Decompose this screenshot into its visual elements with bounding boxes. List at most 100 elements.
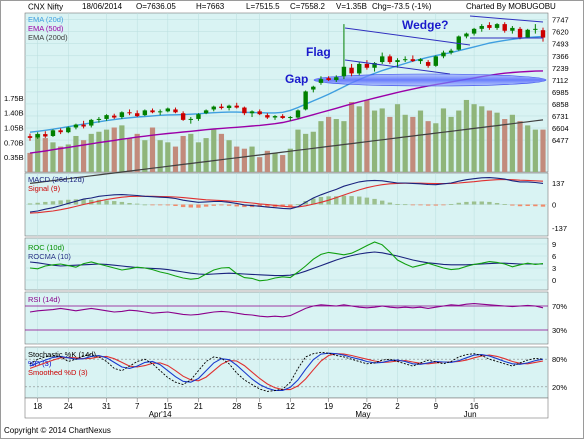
candle-body	[265, 115, 270, 118]
candle-body	[334, 77, 339, 81]
price-y-tick-label: 6731	[552, 112, 569, 121]
volume-bar	[402, 114, 408, 172]
volume-bars	[27, 99, 546, 172]
macd-histogram-bar	[27, 203, 33, 205]
volume-bar	[502, 119, 508, 172]
candle-body	[402, 59, 408, 61]
macd-histogram-bar	[196, 204, 201, 208]
rsi-y-tick-label: 70%	[552, 302, 567, 311]
volume-bar	[126, 138, 133, 172]
price-y-tick-label: 6858	[552, 100, 569, 109]
volume-bar	[149, 127, 156, 172]
roc-y-tick-label: 3	[552, 264, 556, 273]
volume-y-tick-label: 1.75B	[4, 94, 24, 103]
volume-bar	[348, 102, 355, 172]
price-y-tick-label: 7239	[552, 64, 569, 73]
macd-indicator	[25, 177, 548, 214]
macd-histogram-bar	[433, 204, 439, 206]
price-legend: EMA (20d) EMA (50d) EMA (200d)	[28, 15, 68, 42]
volume-bar	[295, 129, 301, 172]
candle-body	[418, 59, 423, 62]
roc-legend: ROC (10d) ROCMA (10)	[28, 243, 71, 261]
volume-bar	[42, 138, 48, 172]
macd-histogram-bar	[119, 201, 125, 205]
candle-body	[50, 130, 56, 136]
macd-histogram-bar	[402, 204, 408, 206]
volume-bar	[96, 131, 102, 172]
macd-histogram-bar	[372, 198, 377, 205]
volume-bar	[326, 116, 332, 172]
rsi-y-tick-label: 30%	[552, 326, 567, 335]
macd-histogram-bar	[58, 200, 63, 205]
candle-body	[357, 63, 362, 74]
legend-signal: Signal (9)	[28, 184, 61, 193]
volume-bar	[486, 110, 493, 172]
volume-bar	[88, 133, 94, 172]
macd-histogram-bar	[234, 204, 239, 207]
volume-bar	[509, 114, 515, 172]
candle-body	[66, 127, 71, 133]
x-tick-label: 26	[362, 402, 371, 411]
price-y-tick-label: 7366	[552, 52, 569, 61]
rsi-legend: RSI (14d)	[28, 295, 61, 304]
price-y-tick-label: 7112	[552, 76, 568, 85]
candle-body	[226, 105, 232, 109]
macd-y-tick-label: 137	[552, 179, 565, 188]
volume-bar	[264, 150, 270, 172]
x-tick-label: 16	[470, 402, 479, 411]
macd-histogram-bar	[380, 200, 385, 205]
x-month-label: Apr'14	[149, 410, 172, 419]
volume-bar	[203, 138, 209, 172]
x-tick-label: 28	[232, 402, 241, 411]
volume-bar	[310, 131, 316, 172]
volume-bar	[463, 99, 470, 172]
candle-body	[326, 78, 331, 81]
volume-bar	[540, 129, 546, 172]
legend-ema20: EMA (20d)	[28, 15, 64, 24]
candle-body	[112, 115, 117, 118]
candle-body	[43, 134, 48, 137]
macd-histogram-bar	[226, 204, 232, 206]
macd-histogram-bar	[211, 204, 216, 206]
macd-histogram-bar	[410, 204, 416, 206]
volume-bar	[425, 121, 431, 172]
annotation-wedge: Wedge?	[402, 18, 448, 32]
volume-bar	[417, 110, 424, 172]
macd-histogram-bar	[387, 202, 393, 205]
header-credit: Charted By MOBUGOBU	[466, 2, 556, 11]
volume-bar	[318, 121, 324, 172]
candle-body	[517, 28, 523, 38]
gap-highlight	[313, 73, 547, 87]
x-tick-label: 12	[286, 402, 295, 411]
volume-bar	[410, 116, 416, 172]
volume-bar	[35, 133, 41, 172]
macd-histogram-bar	[295, 204, 301, 206]
volume-bar	[303, 133, 309, 172]
price-panel-bg	[24, 12, 549, 173]
candle-body	[249, 111, 255, 114]
roc-panel-bg	[24, 237, 549, 291]
volume-bar	[58, 146, 64, 172]
volume-bar	[479, 106, 485, 172]
volume-bar	[448, 116, 454, 172]
header-symbol: CNX Nifty	[28, 3, 63, 12]
macd-histogram-bar	[288, 204, 293, 207]
volume-y-tick-label: 0.70B	[4, 138, 24, 147]
candle-body	[219, 106, 224, 109]
annotation-flag: Flag	[306, 45, 331, 59]
candle-body	[196, 114, 201, 119]
candle-body	[372, 62, 377, 68]
x-tick-label: 7	[135, 402, 140, 411]
legend-ema200: EMA (200d)	[28, 33, 68, 42]
x-tick-label: 21	[194, 402, 203, 411]
macd-histogram-bar	[165, 204, 171, 206]
macd-legend: MACD (26d,12d) Signal (9)	[28, 175, 85, 193]
macd-histogram-bar	[203, 204, 209, 207]
candle-body	[464, 33, 469, 37]
candle-body	[341, 66, 347, 77]
volume-bar	[165, 142, 171, 172]
macd-histogram-bar	[425, 204, 431, 206]
roc-y-tick-label: 0	[552, 276, 556, 285]
x-month-label: Jun	[464, 410, 477, 419]
macd-histogram-bar	[265, 204, 270, 208]
